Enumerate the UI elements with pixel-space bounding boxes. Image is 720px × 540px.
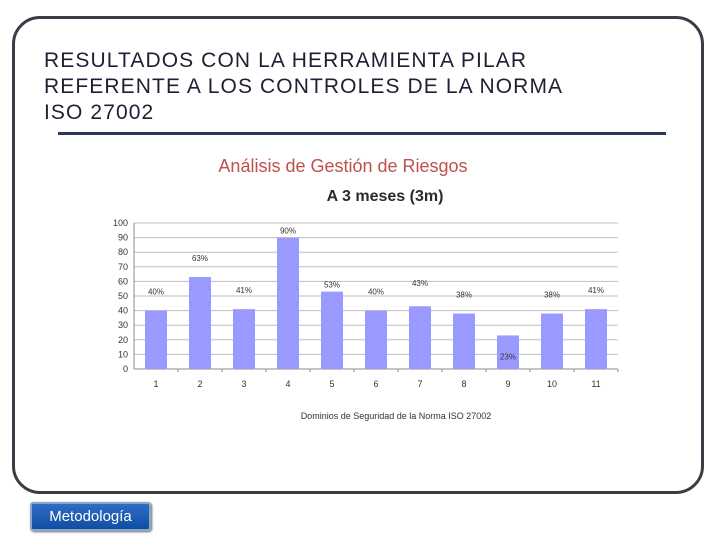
data-label: 63% bbox=[192, 254, 208, 263]
y-tick-label: 100 bbox=[113, 218, 128, 228]
x-tick-label: 11 bbox=[591, 379, 600, 389]
x-tick-label: 9 bbox=[505, 379, 510, 389]
data-label: 41% bbox=[236, 286, 252, 295]
metodologia-button[interactable]: Metodología bbox=[30, 502, 151, 531]
y-tick-label: 50 bbox=[118, 291, 128, 301]
x-tick-label: 5 bbox=[329, 379, 334, 389]
data-label: 43% bbox=[412, 279, 428, 288]
data-label: 38% bbox=[456, 291, 472, 300]
x-tick-label: 3 bbox=[241, 379, 246, 389]
x-tick-label: 2 bbox=[197, 379, 202, 389]
slide-title-line-2: REFERENTE A LOS CONTROLES DE LA NORMA bbox=[44, 75, 564, 98]
bar-domain-6 bbox=[365, 310, 387, 369]
bar-domain-11 bbox=[585, 309, 607, 369]
bar-domain-7 bbox=[409, 306, 431, 369]
slide-title-line-1: RESULTADOS CON LA HERRAMIENTA PILAR bbox=[44, 49, 528, 72]
y-tick-label: 10 bbox=[118, 349, 128, 359]
y-tick-label: 80 bbox=[118, 247, 128, 257]
slide-frame bbox=[12, 16, 704, 494]
x-tick-label: 6 bbox=[373, 379, 378, 389]
x-tick-label: 1 bbox=[153, 379, 158, 389]
y-tick-label: 40 bbox=[118, 306, 128, 316]
title-underline bbox=[58, 132, 666, 135]
slide-title-line-3: ISO 27002 bbox=[44, 101, 155, 124]
x-tick-label: 4 bbox=[285, 379, 290, 389]
chart-subtitle: A 3 meses (3m) bbox=[326, 188, 444, 205]
bar-domain-5 bbox=[321, 291, 343, 369]
chart-title: Análisis de Gestión de Riesgos bbox=[218, 156, 468, 176]
y-tick-label: 0 bbox=[123, 364, 128, 374]
y-tick-label: 60 bbox=[118, 276, 128, 286]
bar-domain-1 bbox=[145, 310, 167, 369]
y-tick-label: 70 bbox=[118, 262, 128, 272]
y-tick-label: 90 bbox=[118, 233, 128, 243]
slide-title: RESULTADOS CON LA HERRAMIENTA PILAR REFE… bbox=[44, 48, 684, 126]
y-tick-label: 20 bbox=[118, 335, 128, 345]
data-label: 40% bbox=[368, 288, 384, 297]
bar-domain-3 bbox=[233, 309, 255, 369]
data-label: 41% bbox=[588, 286, 604, 295]
data-label: 53% bbox=[324, 281, 340, 290]
x-tick-label: 8 bbox=[461, 379, 466, 389]
data-label: 38% bbox=[544, 291, 560, 300]
bar-domain-9 bbox=[497, 335, 519, 369]
data-label: 23% bbox=[500, 352, 516, 361]
bar-domain-4 bbox=[277, 237, 299, 369]
bar-domain-8 bbox=[453, 313, 475, 369]
y-tick-label: 30 bbox=[118, 320, 128, 330]
x-axis-title: Dominios de Seguridad de la Norma ISO 27… bbox=[301, 411, 492, 421]
data-label: 90% bbox=[280, 227, 296, 236]
bar-domain-2 bbox=[189, 277, 211, 369]
data-label: 40% bbox=[148, 288, 164, 297]
x-tick-label: 7 bbox=[417, 379, 422, 389]
x-tick-label: 10 bbox=[547, 379, 557, 389]
bar-domain-10 bbox=[541, 313, 563, 369]
